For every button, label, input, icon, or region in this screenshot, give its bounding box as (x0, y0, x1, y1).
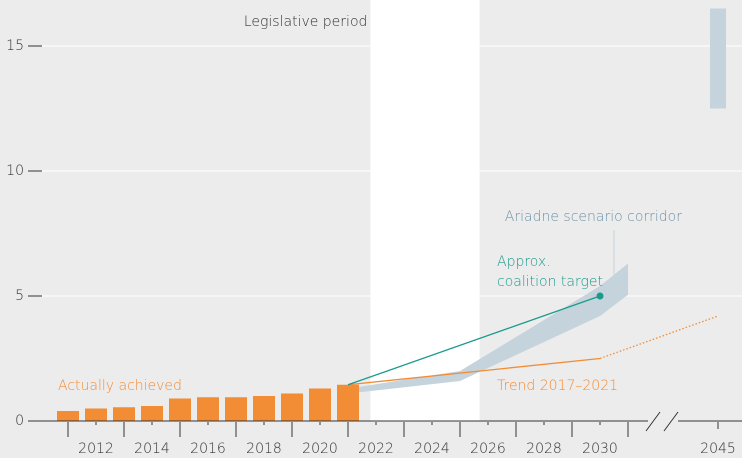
bar (337, 384, 359, 421)
bar (225, 397, 247, 421)
x-tick-label: 2022 (358, 441, 394, 457)
target-label: Approx. coalition target (497, 254, 603, 290)
x-tick-label: 2012 (78, 441, 114, 457)
axis-break-gap (648, 418, 678, 424)
corridor-label: Ariadne scenario corridor (505, 209, 682, 225)
x-tick-label: 2026 (470, 441, 506, 457)
legislative-band (370, 0, 480, 421)
trend-label: Trend 2017–2021 (497, 378, 618, 394)
legislative-label: Legislative period (244, 14, 368, 30)
bar (309, 388, 331, 421)
bar (197, 397, 219, 421)
bar-label: Actually achieved (58, 378, 182, 394)
range-2045 (710, 8, 726, 109)
x-tick-label: 2028 (526, 441, 562, 457)
x-tick-label: 2045 (700, 441, 736, 457)
trend-line (347, 357, 601, 386)
y-tick-label: 0 (15, 413, 24, 429)
bar (141, 406, 163, 421)
y-tick-label: 10 (6, 163, 24, 179)
x-tick-label: 2024 (414, 441, 450, 457)
bar (85, 408, 107, 421)
target-point (596, 292, 604, 300)
x-tick-label: 2016 (190, 441, 226, 457)
bar (281, 393, 303, 421)
x-tick-label: 2014 (134, 441, 170, 457)
bar (169, 398, 191, 421)
bar (57, 411, 79, 421)
x-tick-label: 2018 (246, 441, 282, 457)
x-tick-label: 2020 (302, 441, 338, 457)
y-tick-label: 5 (15, 288, 24, 304)
x-tick-label: 2030 (582, 441, 618, 457)
axis-break (645, 411, 661, 432)
axis-break (663, 411, 679, 432)
bar (113, 407, 135, 421)
y-tick-label: 15 (6, 38, 24, 54)
target-line (347, 295, 601, 386)
scenario-corridor (348, 263, 628, 394)
bar (253, 396, 275, 421)
